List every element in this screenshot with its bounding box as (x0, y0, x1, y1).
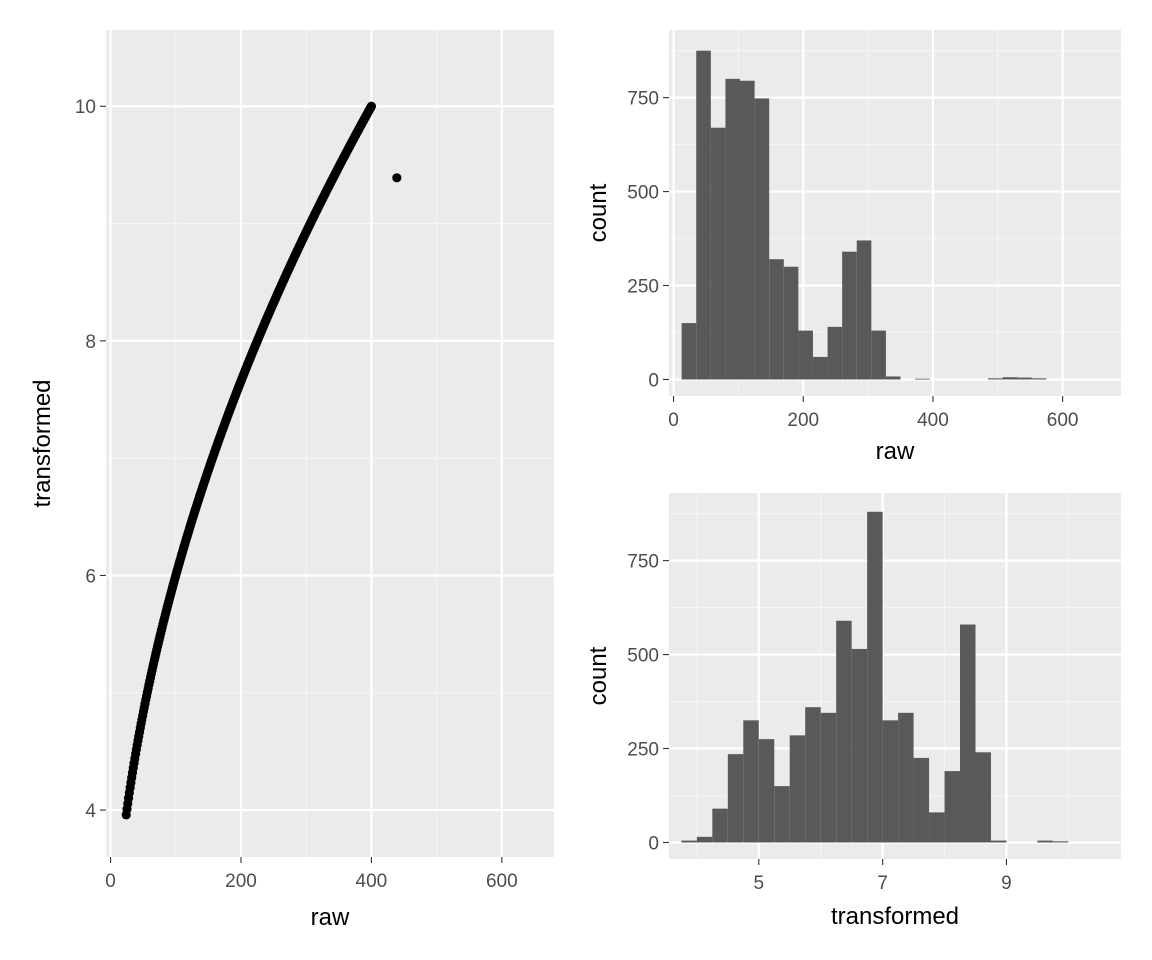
y-tick-label: 250 (627, 740, 659, 761)
y-axis-title: count (585, 183, 612, 242)
y-tick-label: 0 (648, 370, 659, 391)
histogram-bar (1017, 377, 1032, 380)
histogram-bar (975, 752, 991, 843)
histogram-bar (988, 378, 1003, 380)
histogram-bar (913, 757, 930, 843)
histogram-bar (820, 712, 837, 843)
x-tick-label: 9 (1001, 873, 1012, 894)
histogram-bar (836, 620, 852, 843)
y-tick-label: 6 (85, 566, 96, 587)
histogram-bar (1002, 377, 1018, 380)
histogram-bar (710, 127, 726, 380)
histogram-bar (725, 78, 741, 380)
y-tick-label: 500 (627, 183, 659, 204)
histogram-bar (696, 50, 711, 380)
histogram-bar (812, 356, 828, 380)
histogram-bar (681, 840, 697, 843)
y-tick-label: 10 (75, 97, 96, 118)
x-tick-label: 200 (225, 871, 257, 892)
y-axis-title: count (585, 646, 612, 705)
histogram-bar (944, 771, 961, 843)
histogram-bar (929, 812, 945, 843)
histogram-transformed-panel: 5 7 9 0 250 500 750 transformed count (585, 493, 1121, 930)
x-tick-label: 0 (105, 871, 116, 892)
histogram-bar (798, 330, 813, 380)
x-tick-label: 200 (787, 410, 819, 431)
histogram-bar (856, 240, 872, 380)
histogram-bar (960, 624, 976, 843)
scatter-point (366, 101, 377, 111)
y-tick-label: 8 (85, 332, 96, 353)
x-tick-label: 5 (753, 873, 764, 894)
histogram-bar (882, 720, 899, 843)
x-tick-label: 0 (668, 410, 679, 431)
histogram-bar (805, 707, 821, 843)
y-tick-label: 250 (627, 277, 659, 298)
histogram-bar (915, 378, 930, 380)
histogram-bar (774, 786, 790, 843)
histogram-bar (842, 251, 857, 380)
histogram-bar (681, 323, 697, 380)
y-axis-title: transformed (29, 379, 56, 507)
histogram-bar (769, 259, 784, 380)
x-tick-label: 400 (917, 410, 949, 431)
histogram-bar (871, 330, 886, 380)
y-tick-label: 750 (627, 552, 659, 573)
y-tick-label: 500 (627, 646, 659, 667)
histogram-bar (1031, 378, 1047, 380)
x-axis-title: transformed (831, 903, 959, 930)
histogram-bar (827, 326, 843, 380)
x-tick-label: 600 (1047, 410, 1079, 431)
histogram-bar (740, 80, 755, 380)
y-tick-label: 4 (85, 801, 96, 822)
histogram-bar (1052, 841, 1069, 843)
histogram-bar (851, 648, 868, 843)
histogram-bar (867, 511, 883, 843)
histogram-bar (783, 266, 799, 380)
histogram-bar (727, 754, 744, 843)
histogram-raw-panel: 0 200 400 600 0 250 500 750 raw count (585, 30, 1121, 465)
histogram-bar (758, 739, 775, 843)
plot-background (106, 30, 554, 857)
histogram-bar (789, 735, 806, 843)
x-tick-label: 600 (486, 871, 518, 892)
x-axis-title: raw (311, 904, 350, 931)
y-tick-label: 0 (648, 833, 659, 854)
histogram-bar (898, 712, 914, 843)
x-axis-title: raw (876, 438, 915, 465)
x-tick-label: 7 (877, 873, 888, 894)
histogram-bar (754, 98, 770, 380)
histogram-bar (885, 376, 901, 380)
scatter-panel: 0 200 400 600 4 6 8 10 raw transformed (29, 30, 554, 931)
x-tick-label: 400 (356, 871, 388, 892)
scatter-point (392, 173, 402, 183)
histogram-bar (712, 808, 728, 843)
histogram-bar (696, 836, 713, 843)
histogram-bar (743, 720, 759, 843)
y-tick-label: 750 (627, 89, 659, 110)
histogram-bar (1037, 840, 1053, 843)
histogram-bar (990, 840, 1007, 843)
